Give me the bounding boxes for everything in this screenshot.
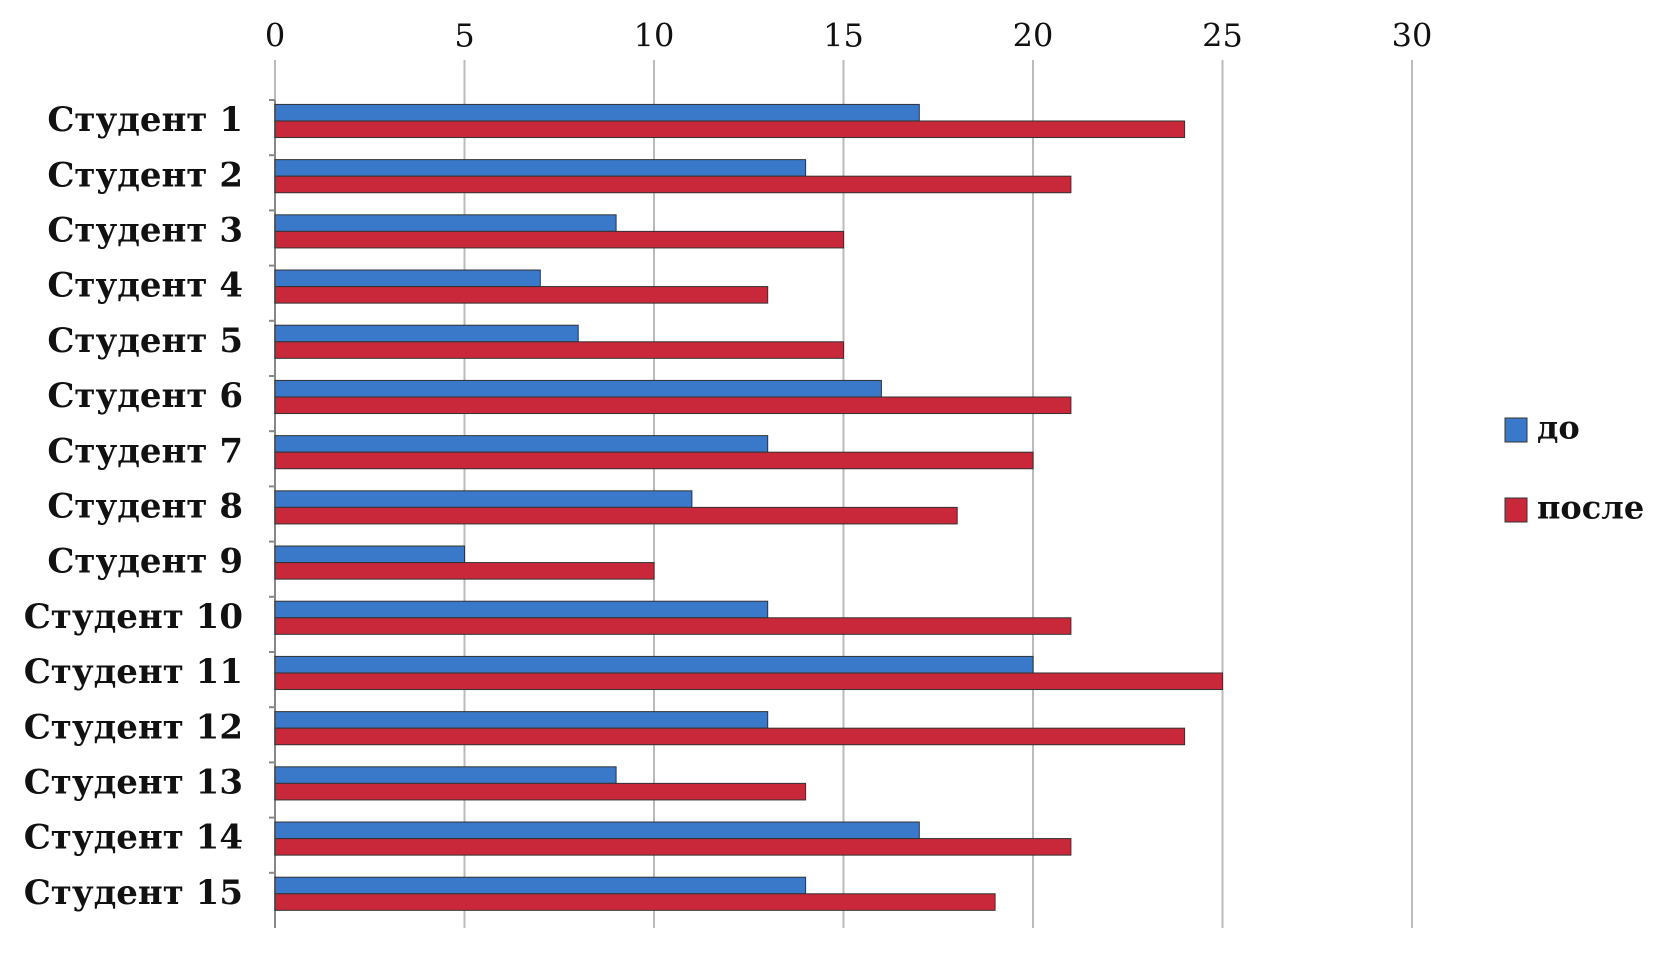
x-tick-label: 10 xyxy=(634,17,675,55)
bar xyxy=(274,821,920,840)
x-tick-label: 5 xyxy=(454,17,474,55)
y-tick-label: Студент 10 xyxy=(24,597,243,637)
x-tick-label: 0 xyxy=(265,17,285,55)
bar xyxy=(274,230,844,249)
y-tick-label: Студент 3 xyxy=(47,210,243,250)
bar xyxy=(274,324,579,343)
x-tick-label: 25 xyxy=(1202,17,1243,55)
bar xyxy=(274,269,541,288)
bar xyxy=(274,672,1223,691)
y-tick-label: Студент 6 xyxy=(47,376,243,416)
y-tick-label: Студент 12 xyxy=(24,707,243,747)
bar xyxy=(274,782,807,801)
bar xyxy=(274,341,844,359)
bar xyxy=(274,103,920,122)
legend-label: до xyxy=(1537,409,1580,447)
legend-swatch xyxy=(1504,497,1528,523)
bar xyxy=(274,545,465,564)
bar xyxy=(274,435,769,453)
y-tick-label: Студент 4 xyxy=(47,266,243,306)
y-tick-label: Студент 8 xyxy=(47,486,243,526)
bar xyxy=(274,396,1072,415)
bar xyxy=(274,175,1072,194)
bar xyxy=(274,214,617,232)
legend-label: после xyxy=(1537,489,1644,527)
bar xyxy=(274,655,1034,674)
bar xyxy=(274,159,807,177)
bar xyxy=(274,711,769,729)
legend-swatch xyxy=(1504,417,1528,443)
x-tick-label: 20 xyxy=(1013,17,1054,55)
bar xyxy=(274,490,693,508)
y-tick-label: Студент 1 xyxy=(47,100,243,140)
bar xyxy=(274,727,1186,746)
bar xyxy=(274,120,1186,139)
bar xyxy=(274,562,655,580)
x-tick-label: 15 xyxy=(823,17,864,55)
x-tick-label: 30 xyxy=(1392,17,1433,55)
bar xyxy=(274,379,882,398)
bar xyxy=(274,766,617,784)
bar xyxy=(274,838,1072,856)
y-tick-label: Студент 2 xyxy=(47,155,243,195)
bar xyxy=(274,286,769,304)
bar xyxy=(274,600,769,619)
y-tick-label: Студент 5 xyxy=(47,321,243,361)
y-tick-label: Студент 9 xyxy=(47,542,243,582)
y-tick-label: Студент 14 xyxy=(24,818,243,858)
y-tick-label: Студент 13 xyxy=(24,762,243,802)
bar xyxy=(274,876,807,895)
bar xyxy=(274,506,958,525)
y-tick-label: Студент 15 xyxy=(24,873,243,913)
y-tick-label: Студент 7 xyxy=(47,431,243,471)
bar xyxy=(274,451,1034,470)
y-tick-label: Студент 11 xyxy=(24,652,243,692)
bar xyxy=(274,893,996,911)
bar xyxy=(274,617,1072,635)
